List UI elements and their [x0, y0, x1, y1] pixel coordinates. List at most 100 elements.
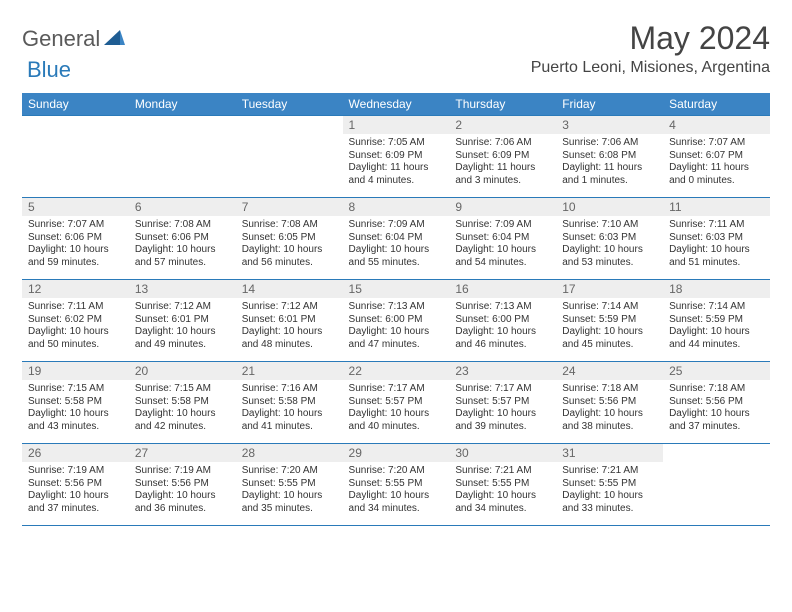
day-number: 4 [663, 116, 770, 134]
calendar-week: 1Sunrise: 7:05 AMSunset: 6:09 PMDaylight… [22, 116, 770, 198]
calendar-day: 7Sunrise: 7:08 AMSunset: 6:05 PMDaylight… [236, 198, 343, 280]
day-info: Sunrise: 7:20 AMSunset: 5:55 PMDaylight:… [236, 462, 343, 515]
calendar-day: 14Sunrise: 7:12 AMSunset: 6:01 PMDayligh… [236, 280, 343, 362]
calendar-day: 6Sunrise: 7:08 AMSunset: 6:06 PMDaylight… [129, 198, 236, 280]
day-number: 16 [449, 280, 556, 298]
day-number: 31 [556, 444, 663, 462]
day-number: 29 [343, 444, 450, 462]
calendar-day: 23Sunrise: 7:17 AMSunset: 5:57 PMDayligh… [449, 362, 556, 444]
weekday-header: Sunday [22, 93, 129, 116]
calendar-week: 12Sunrise: 7:11 AMSunset: 6:02 PMDayligh… [22, 280, 770, 362]
day-info: Sunrise: 7:09 AMSunset: 6:04 PMDaylight:… [343, 216, 450, 269]
calendar-day: 3Sunrise: 7:06 AMSunset: 6:08 PMDaylight… [556, 116, 663, 198]
day-info: Sunrise: 7:11 AMSunset: 6:02 PMDaylight:… [22, 298, 129, 351]
day-number: 24 [556, 362, 663, 380]
day-info: Sunrise: 7:15 AMSunset: 5:58 PMDaylight:… [129, 380, 236, 433]
calendar-day: 31Sunrise: 7:21 AMSunset: 5:55 PMDayligh… [556, 444, 663, 526]
day-info: Sunrise: 7:05 AMSunset: 6:09 PMDaylight:… [343, 134, 450, 187]
day-info: Sunrise: 7:20 AMSunset: 5:55 PMDaylight:… [343, 462, 450, 515]
day-info: Sunrise: 7:17 AMSunset: 5:57 PMDaylight:… [449, 380, 556, 433]
day-info: Sunrise: 7:08 AMSunset: 6:05 PMDaylight:… [236, 216, 343, 269]
title-block: May 2024 Puerto Leoni, Misiones, Argenti… [531, 20, 770, 77]
month-title: May 2024 [531, 20, 770, 57]
location: Puerto Leoni, Misiones, Argentina [531, 59, 770, 77]
calendar-day: 29Sunrise: 7:20 AMSunset: 5:55 PMDayligh… [343, 444, 450, 526]
day-number: 26 [22, 444, 129, 462]
day-number: 2 [449, 116, 556, 134]
calendar-day: 17Sunrise: 7:14 AMSunset: 5:59 PMDayligh… [556, 280, 663, 362]
calendar-day: 5Sunrise: 7:07 AMSunset: 6:06 PMDaylight… [22, 198, 129, 280]
weekday-header: Monday [129, 93, 236, 116]
calendar-day: 8Sunrise: 7:09 AMSunset: 6:04 PMDaylight… [343, 198, 450, 280]
calendar-body: 1Sunrise: 7:05 AMSunset: 6:09 PMDaylight… [22, 116, 770, 526]
calendar-day: 10Sunrise: 7:10 AMSunset: 6:03 PMDayligh… [556, 198, 663, 280]
day-info: Sunrise: 7:11 AMSunset: 6:03 PMDaylight:… [663, 216, 770, 269]
day-info: Sunrise: 7:15 AMSunset: 5:58 PMDaylight:… [22, 380, 129, 433]
weekday-header: Friday [556, 93, 663, 116]
day-number: 12 [22, 280, 129, 298]
calendar-day: 18Sunrise: 7:14 AMSunset: 5:59 PMDayligh… [663, 280, 770, 362]
day-number: 9 [449, 198, 556, 216]
day-info: Sunrise: 7:08 AMSunset: 6:06 PMDaylight:… [129, 216, 236, 269]
day-info: Sunrise: 7:07 AMSunset: 6:06 PMDaylight:… [22, 216, 129, 269]
weekday-header: Saturday [663, 93, 770, 116]
day-info: Sunrise: 7:16 AMSunset: 5:58 PMDaylight:… [236, 380, 343, 433]
day-info: Sunrise: 7:09 AMSunset: 6:04 PMDaylight:… [449, 216, 556, 269]
calendar-day: 19Sunrise: 7:15 AMSunset: 5:58 PMDayligh… [22, 362, 129, 444]
day-number: 18 [663, 280, 770, 298]
calendar-day: 30Sunrise: 7:21 AMSunset: 5:55 PMDayligh… [449, 444, 556, 526]
day-number: 13 [129, 280, 236, 298]
calendar-empty [663, 444, 770, 526]
day-info: Sunrise: 7:07 AMSunset: 6:07 PMDaylight:… [663, 134, 770, 187]
calendar-day: 22Sunrise: 7:17 AMSunset: 5:57 PMDayligh… [343, 362, 450, 444]
day-info: Sunrise: 7:14 AMSunset: 5:59 PMDaylight:… [663, 298, 770, 351]
calendar-day: 20Sunrise: 7:15 AMSunset: 5:58 PMDayligh… [129, 362, 236, 444]
calendar-day: 11Sunrise: 7:11 AMSunset: 6:03 PMDayligh… [663, 198, 770, 280]
logo-text-general: General [22, 26, 100, 52]
day-info: Sunrise: 7:12 AMSunset: 6:01 PMDaylight:… [129, 298, 236, 351]
calendar-day: 28Sunrise: 7:20 AMSunset: 5:55 PMDayligh… [236, 444, 343, 526]
day-number: 30 [449, 444, 556, 462]
logo-text-blue: Blue [27, 57, 71, 83]
day-number: 20 [129, 362, 236, 380]
day-number: 15 [343, 280, 450, 298]
day-number: 1 [343, 116, 450, 134]
day-info: Sunrise: 7:21 AMSunset: 5:55 PMDaylight:… [449, 462, 556, 515]
calendar-table: SundayMondayTuesdayWednesdayThursdayFrid… [22, 93, 770, 526]
calendar-day: 4Sunrise: 7:07 AMSunset: 6:07 PMDaylight… [663, 116, 770, 198]
day-info: Sunrise: 7:14 AMSunset: 5:59 PMDaylight:… [556, 298, 663, 351]
day-number: 23 [449, 362, 556, 380]
weekday-header: Tuesday [236, 93, 343, 116]
calendar-day: 26Sunrise: 7:19 AMSunset: 5:56 PMDayligh… [22, 444, 129, 526]
day-info: Sunrise: 7:17 AMSunset: 5:57 PMDaylight:… [343, 380, 450, 433]
calendar-empty [22, 116, 129, 198]
calendar-day: 12Sunrise: 7:11 AMSunset: 6:02 PMDayligh… [22, 280, 129, 362]
day-number: 28 [236, 444, 343, 462]
day-info: Sunrise: 7:06 AMSunset: 6:08 PMDaylight:… [556, 134, 663, 187]
day-number: 7 [236, 198, 343, 216]
day-number: 5 [22, 198, 129, 216]
calendar-day: 13Sunrise: 7:12 AMSunset: 6:01 PMDayligh… [129, 280, 236, 362]
calendar-day: 24Sunrise: 7:18 AMSunset: 5:56 PMDayligh… [556, 362, 663, 444]
day-info: Sunrise: 7:13 AMSunset: 6:00 PMDaylight:… [343, 298, 450, 351]
day-info: Sunrise: 7:18 AMSunset: 5:56 PMDaylight:… [556, 380, 663, 433]
day-number: 6 [129, 198, 236, 216]
day-number: 11 [663, 198, 770, 216]
weekday-header: Wednesday [343, 93, 450, 116]
day-info: Sunrise: 7:19 AMSunset: 5:56 PMDaylight:… [129, 462, 236, 515]
day-info: Sunrise: 7:12 AMSunset: 6:01 PMDaylight:… [236, 298, 343, 351]
calendar-head: SundayMondayTuesdayWednesdayThursdayFrid… [22, 93, 770, 116]
day-number: 14 [236, 280, 343, 298]
day-number: 25 [663, 362, 770, 380]
calendar-day: 15Sunrise: 7:13 AMSunset: 6:00 PMDayligh… [343, 280, 450, 362]
day-number: 8 [343, 198, 450, 216]
day-info: Sunrise: 7:13 AMSunset: 6:00 PMDaylight:… [449, 298, 556, 351]
day-number: 27 [129, 444, 236, 462]
calendar-day: 21Sunrise: 7:16 AMSunset: 5:58 PMDayligh… [236, 362, 343, 444]
day-info: Sunrise: 7:21 AMSunset: 5:55 PMDaylight:… [556, 462, 663, 515]
calendar-week: 26Sunrise: 7:19 AMSunset: 5:56 PMDayligh… [22, 444, 770, 526]
calendar-day: 27Sunrise: 7:19 AMSunset: 5:56 PMDayligh… [129, 444, 236, 526]
day-number: 10 [556, 198, 663, 216]
calendar-week: 5Sunrise: 7:07 AMSunset: 6:06 PMDaylight… [22, 198, 770, 280]
logo-triangle-icon [104, 28, 126, 51]
